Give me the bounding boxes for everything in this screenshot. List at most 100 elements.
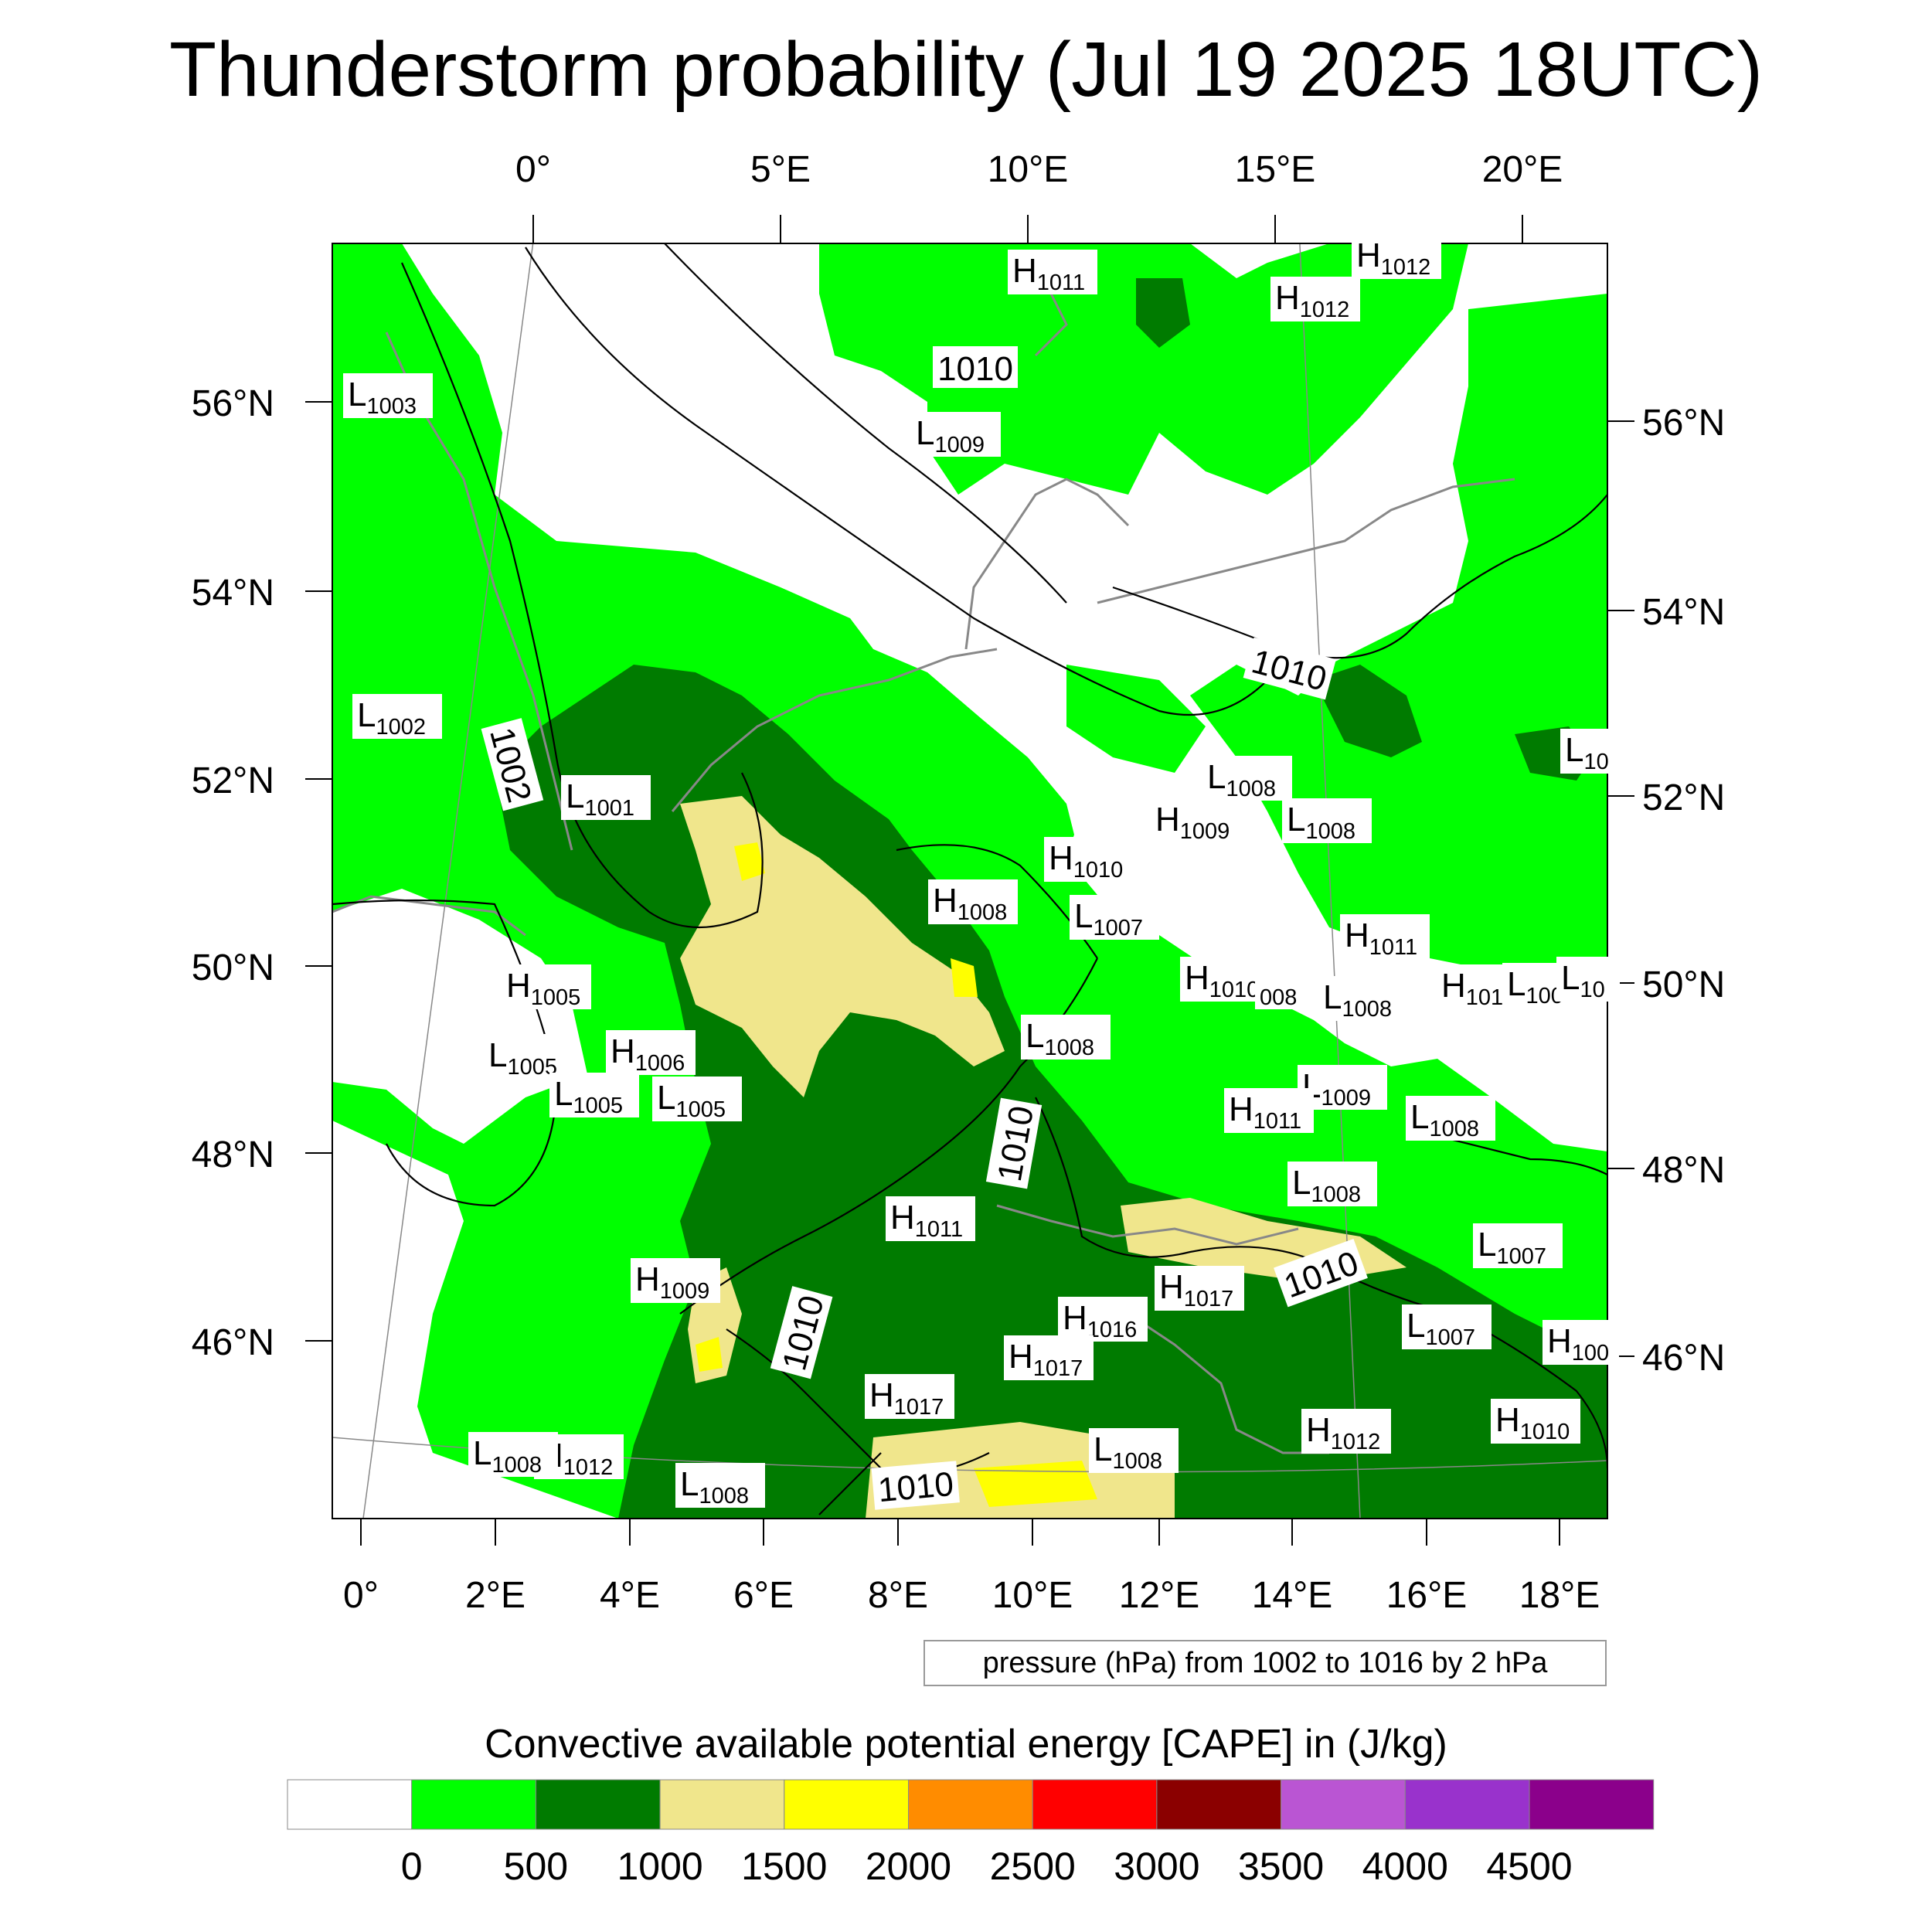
pressure-center-label: H101 (1437, 964, 1513, 1010)
cape-region-mid (1136, 278, 1190, 348)
pressure-center-label: H1017 (1004, 1335, 1094, 1381)
pressure-center-text: H1011 (890, 1199, 963, 1242)
bottom-lon-label: 14°E (1252, 1575, 1333, 1616)
pressure-center-label: H1011 (1340, 914, 1430, 960)
pressure-center-label: L1003 (343, 373, 433, 419)
pressure-center-text: L10 (1565, 731, 1609, 774)
pressure-center-bg (1473, 1223, 1563, 1268)
pressure-center-bg (1151, 798, 1240, 843)
pressure-center-text: H1012 (1306, 1411, 1380, 1454)
pressure-center-text: H1009 (635, 1260, 709, 1304)
pressure-center-text: L1008 (1026, 1017, 1094, 1060)
colorbar-swatch (784, 1779, 909, 1830)
right-lat-label: 52°N (1642, 777, 1725, 818)
pressure-center-bg (484, 1034, 573, 1079)
pressure-center-label: H1010 (1491, 1399, 1580, 1444)
pressure-center-text: H1008 (933, 882, 1007, 925)
right-lat-label: 54°N (1642, 592, 1725, 633)
bottom-lon-labels: 0° 2°E 4°E 6°E 8°E 10°E 12°E 14°E 16°E 1… (343, 1575, 1600, 1616)
colorbar-tick-label: 0 (401, 1845, 423, 1888)
pressure-center-text: L1008 (1287, 801, 1355, 844)
colorbar-tick-label: 4000 (1362, 1845, 1448, 1888)
pressure-center-label: H1008 (928, 879, 1018, 925)
pressure-center-label: 008 (1255, 964, 1305, 1010)
pressure-center-bg (1270, 277, 1360, 321)
pressure-center-label: L1007 (1402, 1304, 1492, 1350)
pressure-center-text: H1017 (1009, 1338, 1083, 1381)
pressure-center-label: L1005 (484, 1034, 573, 1080)
colorbar-swatch (908, 1779, 1033, 1830)
pressure-center-text: H1016 (1063, 1299, 1137, 1342)
top-lon-label: 5°E (750, 149, 811, 190)
pressure-center-bg (468, 1432, 558, 1477)
pressure-center-label: H1011 (1224, 1088, 1314, 1134)
pressure-center-bg (1406, 1096, 1495, 1141)
pressure-center-text: H1010 (1185, 959, 1259, 1002)
pressure-center-label: L1009 (1298, 1065, 1387, 1111)
pressure-center-text: L1008 (1094, 1430, 1162, 1474)
pressure-center-bg (1437, 964, 1513, 1009)
pressure-center-bg (1089, 1428, 1179, 1473)
bottom-lon-label: 10°E (992, 1575, 1073, 1616)
pressure-center-label: L1007 (1473, 1223, 1563, 1269)
pressure-center-label: H1011 (886, 1196, 975, 1242)
cape-region-low (1066, 665, 1206, 773)
colorbar-title: Convective available potential energy [C… (485, 1722, 1447, 1767)
colorbar-swatch (659, 1779, 785, 1830)
pressure-center-text: L1008 (473, 1434, 542, 1478)
pressure-center-label: H1017 (1155, 1266, 1244, 1311)
left-lat-label: 46°N (192, 1322, 274, 1363)
cape-region-very-high (974, 1461, 1097, 1507)
pressure-center-text: L10 (1561, 959, 1605, 1002)
pressure-center-label: H1009 (1151, 798, 1240, 844)
pressure-center-text: H1011 (1345, 917, 1417, 960)
left-lat-labels: 56°N 54°N 52°N 50°N 48°N 46°N (192, 383, 274, 1363)
colorbar-swatch (411, 1779, 536, 1830)
colorbar-swatch (1156, 1779, 1282, 1830)
pressure-center-text: L1008 (1292, 1164, 1361, 1207)
pressure-center-bg (865, 1374, 954, 1419)
pressure-center-label: H100 (1543, 1320, 1619, 1366)
pressure-center-text: L1009 (916, 414, 985, 457)
pressure-center-text: H1011 (1012, 252, 1085, 295)
pressure-center-label: L1008 (1089, 1428, 1179, 1474)
pressure-center-text: H100 (1547, 1322, 1609, 1366)
pressure-center-bg (502, 964, 591, 1009)
colorbar-tick-label: 2500 (990, 1845, 1076, 1888)
pressure-center-text: L1007 (1478, 1226, 1546, 1269)
left-lat-label: 52°N (192, 760, 274, 801)
tick-marks (305, 215, 1634, 1546)
map-frame (332, 243, 1608, 1519)
colorbar-tick-label: 1500 (741, 1845, 827, 1888)
colorbar-swatch (1281, 1779, 1406, 1830)
bottom-lon-label: 6°E (733, 1575, 794, 1616)
cape-region-none (433, 247, 835, 495)
pressure-center-text: H101 (1441, 967, 1503, 1010)
bottom-lon-label: 0° (343, 1575, 379, 1616)
pressure-center-bg (1282, 798, 1372, 843)
left-lat-label: 48°N (192, 1134, 274, 1175)
pressure-center-text: H1011 (1229, 1090, 1301, 1134)
left-lat-label: 50°N (192, 947, 274, 988)
colorbar-swatch (535, 1779, 661, 1830)
pressure-center-label: H1012 (1301, 1409, 1391, 1454)
pressure-center-text: L1008 (680, 1465, 749, 1509)
pressure-center-bg (1155, 1266, 1244, 1311)
top-lon-label: 20°E (1482, 149, 1563, 190)
pressure-center-bg (1004, 1335, 1094, 1380)
isobar-value-label: 1010 (985, 1097, 1043, 1189)
colorbar-swatch (1404, 1779, 1530, 1830)
pressure-center-label: H1006 (606, 1030, 696, 1076)
cape-region-mid (1314, 665, 1422, 757)
pressure-center-bg (631, 1258, 720, 1303)
pressure-center-bg (911, 412, 1001, 457)
pressure-center-text: L1007 (1074, 897, 1143, 940)
pressure-center-text: L1008 (1410, 1098, 1479, 1141)
right-lat-label: 46°N (1642, 1338, 1725, 1379)
top-lon-label: 10°E (988, 149, 1069, 190)
pressure-center-bg (606, 1030, 696, 1075)
pressure-center-label: H1017 (865, 1374, 954, 1420)
pressure-center-bg (1070, 895, 1159, 940)
pressure-center-text: H1010 (1495, 1401, 1570, 1444)
pressure-center-text: H1009 (1155, 801, 1230, 844)
